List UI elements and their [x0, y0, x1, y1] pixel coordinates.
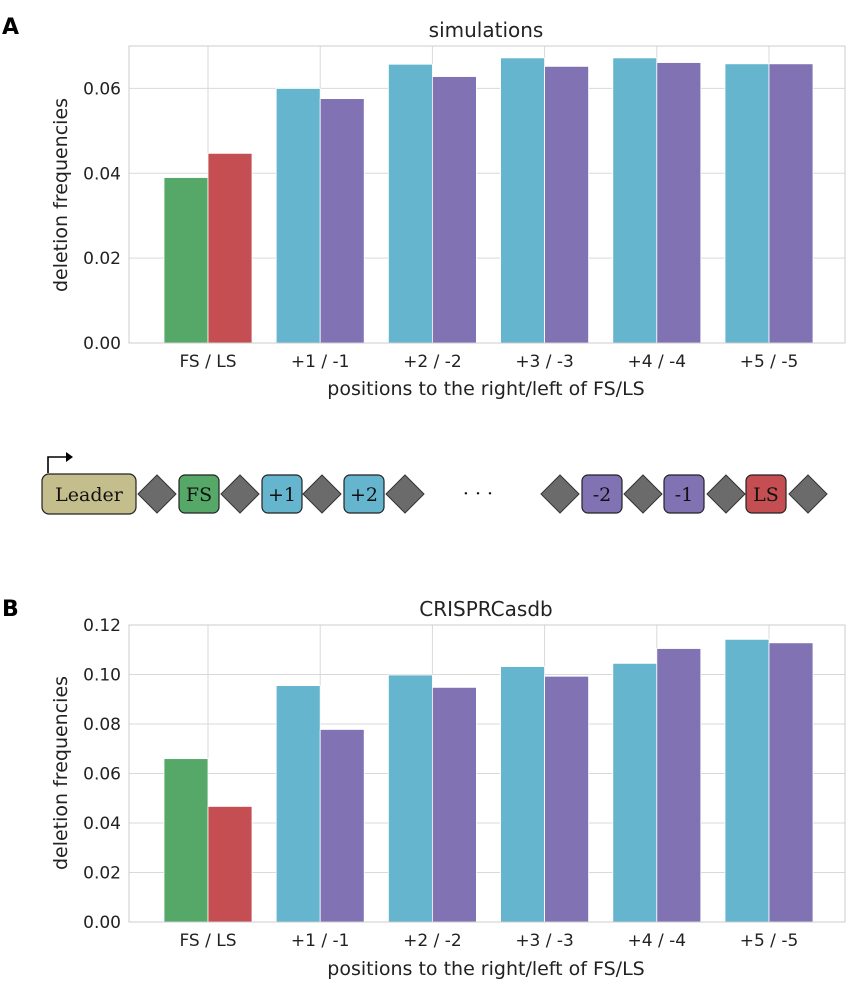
panel-letter-a: A: [2, 15, 19, 40]
x-tick-label: +5 / -5: [740, 352, 799, 372]
array-elements: FS +1 +2 -2 -1 LS: [137, 474, 828, 514]
spacer-box: [343, 474, 385, 514]
bar-left-4: [656, 648, 702, 923]
x-tick-label: +3 / -3: [515, 931, 574, 951]
x-axis-label: positions to the right/left of FS/LS: [327, 378, 644, 400]
spacer-label: -1: [675, 484, 694, 506]
spacer-label: +1: [268, 484, 296, 506]
plot-frame: [128, 624, 846, 923]
bar-left-0: [207, 152, 253, 344]
bar-right-1: [275, 88, 321, 344]
spacer-label: LS: [753, 484, 779, 506]
bars: [163, 57, 814, 344]
leader-label: Leader: [55, 484, 124, 506]
bar-left-3: [544, 675, 589, 923]
y-tick-label: 0.02: [83, 249, 121, 269]
bar-left-5: [768, 63, 814, 344]
spacer-label: FS: [186, 484, 212, 506]
bar-left-2: [431, 76, 477, 344]
plot-frame: [128, 45, 846, 344]
panel-letter-b: B: [2, 597, 19, 622]
bar-left-4: [656, 62, 702, 344]
x-tick-label: +5 / -5: [740, 931, 799, 951]
x-tick-label: +1 / -1: [291, 352, 350, 372]
repeat-diamond-icon: [623, 474, 663, 514]
x-tick-label: FS / LS: [179, 352, 236, 372]
x-tick-label: FS / LS: [179, 931, 236, 951]
bar-right-0: [163, 177, 209, 344]
bar-left-3: [544, 65, 589, 344]
x-tick-label: +2 / -2: [403, 352, 462, 372]
spacer-box: [663, 474, 705, 514]
y-axis-label: deletion frequencies: [50, 676, 72, 870]
bar-right-4: [612, 57, 658, 344]
y-tick-label: 0.06: [83, 765, 121, 785]
panel-b: B CRISPRCasdb 0.000.020.040.060.080.100.…: [2, 597, 846, 980]
repeat-diamond-icon: [540, 474, 580, 514]
repeat-diamond-icon: [706, 474, 746, 514]
spacer-box: [261, 474, 303, 514]
x-tick-label: +3 / -3: [515, 352, 574, 372]
crispr-array-schematic: Leader FS +1 +2 -2 -1 LS · · ·: [41, 452, 828, 515]
bar-left-5: [768, 642, 814, 923]
bar-right-4: [612, 662, 658, 923]
y-tick-labels: 0.00 0.02 0.04 0.06: [83, 79, 121, 354]
y-tick-label: 0.10: [83, 666, 121, 686]
x-tick-labels: FS / LS +1 / -1 +2 / -2 +3 / -3 +4 / -4 +5 / …: [179, 931, 798, 951]
spacer-label: -2: [593, 484, 612, 506]
y-tick-label: 0.12: [83, 616, 121, 636]
y-tick-label: 0.06: [83, 79, 121, 99]
panel-a: A simulations 0.00 0.02 0.04 0.06 FS / LS +1…: [2, 15, 846, 400]
y-tick-labels: 0.00 0.02 0.04 0.06 0.08 0.10 0.12: [83, 616, 121, 933]
bar-left-2: [431, 686, 477, 923]
bar-right-5: [724, 63, 770, 344]
spacer-label: +2: [350, 484, 378, 506]
x-tick-labels: FS / LS +1 / -1 +2 / -2 +3 / -3 +4 / -4 +5 / …: [179, 352, 798, 372]
promoter-arrow-icon: [47, 452, 73, 473]
bar-right-0: [163, 758, 209, 923]
bar-right-5: [724, 638, 770, 923]
bar-right-3: [500, 666, 546, 923]
y-tick-label: 0.08: [83, 715, 121, 735]
repeat-diamond-icon: [788, 474, 828, 514]
bar-left-1: [319, 98, 365, 344]
y-tick-label: 0.04: [83, 814, 121, 834]
spacer-box: [581, 474, 623, 514]
spacer-box: [178, 474, 220, 514]
bar-left-0: [207, 806, 253, 923]
chart-title: CRISPRCasdb: [419, 597, 552, 621]
x-tick-label: +4 / -4: [628, 931, 687, 951]
y-tick-label: 0.02: [83, 864, 121, 884]
repeat-diamond-icon: [302, 474, 342, 514]
repeat-diamond-icon: [220, 474, 260, 514]
bar-right-2: [387, 63, 433, 344]
x-axis-label: positions to the right/left of FS/LS: [327, 958, 644, 980]
chart-title: simulations: [429, 18, 544, 42]
x-tick-label: +1 / -1: [291, 931, 350, 951]
bar-right-1: [275, 685, 321, 923]
bar-left-1: [319, 729, 365, 923]
bar-right-2: [387, 674, 433, 923]
y-tick-label: 0.00: [83, 913, 121, 933]
spacer-box: [745, 474, 787, 514]
bar-right-3: [500, 57, 546, 344]
repeat-diamond-icon: [137, 474, 177, 514]
y-tick-label: 0.00: [83, 334, 121, 354]
y-tick-label: 0.04: [83, 164, 121, 184]
ellipsis: · · ·: [463, 483, 493, 505]
leader-box: [41, 473, 137, 515]
repeat-diamond-icon: [385, 474, 425, 514]
y-axis-label: deletion frequencies: [50, 98, 72, 292]
bars: [163, 638, 814, 923]
x-tick-label: +4 / -4: [628, 352, 687, 372]
x-tick-label: +2 / -2: [403, 931, 462, 951]
